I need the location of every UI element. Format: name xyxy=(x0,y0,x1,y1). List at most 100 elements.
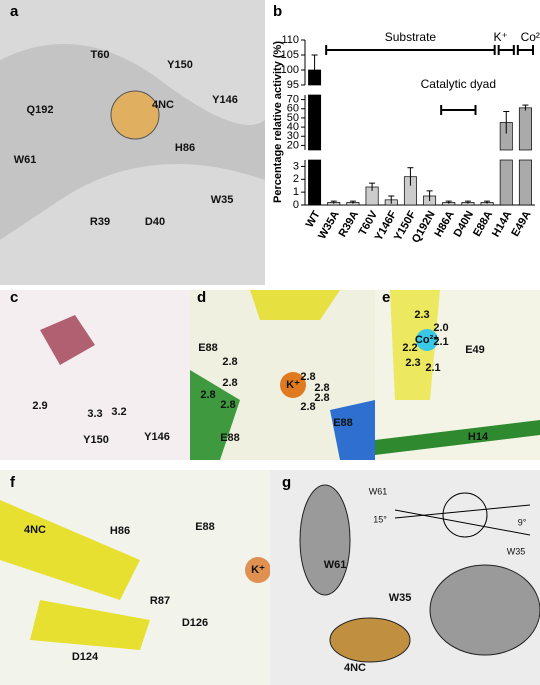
y-tick-label: 2 xyxy=(293,173,299,185)
residue-label: W35 xyxy=(389,592,412,604)
y-tick-label: 0 xyxy=(293,199,299,211)
residue-label: K⁺ xyxy=(251,564,265,576)
ion xyxy=(416,329,438,351)
bar xyxy=(518,107,532,151)
residue-label: W35 xyxy=(507,546,526,556)
residue-label: E88 xyxy=(198,342,218,354)
residue-label: Q192 xyxy=(27,104,54,116)
residue-label: Y146 xyxy=(212,94,238,106)
y-tick-label: 60 xyxy=(287,103,299,115)
residue-label: 4NC xyxy=(344,662,366,674)
residue-label: D124 xyxy=(72,651,99,663)
residue-label: 2.0 xyxy=(433,322,448,334)
residue-label: E88 xyxy=(220,432,240,444)
ribbon xyxy=(0,500,150,650)
bar xyxy=(518,159,532,206)
residue-label: R87 xyxy=(150,595,170,607)
density xyxy=(429,564,540,656)
panel-letter: c xyxy=(10,289,18,306)
residue-label: 4NC xyxy=(24,524,46,536)
annotation: Substrate xyxy=(385,30,437,44)
residue-label: 2.9 xyxy=(32,400,47,412)
residue-label: 2.3 xyxy=(414,309,429,321)
residue-label: D40 xyxy=(145,216,165,228)
ribbon xyxy=(0,44,265,240)
ion xyxy=(280,372,306,398)
residue-label: 2.8 xyxy=(300,401,315,413)
y-tick-label: 110 xyxy=(281,34,299,46)
residue-label: Co²⁺ xyxy=(415,334,439,346)
residue-label: W61 xyxy=(324,559,347,571)
residue-label: H14 xyxy=(468,431,489,443)
density xyxy=(329,617,411,663)
y-tick-label: 40 xyxy=(287,121,299,133)
bar xyxy=(499,159,513,206)
panel-letter: b xyxy=(273,3,282,20)
residue-label: R39 xyxy=(90,216,110,228)
residue-label: H86 xyxy=(110,525,130,537)
ligand xyxy=(110,90,160,140)
panel-c-bg xyxy=(0,290,190,460)
residue-label: 2.8 xyxy=(220,399,235,411)
residue-label: K⁺ xyxy=(286,379,300,391)
ion xyxy=(245,557,271,583)
residue-label: 2.8 xyxy=(300,371,315,383)
residue-label: Y150 xyxy=(83,434,109,446)
panel-letter: f xyxy=(10,474,16,491)
residue-label: 4NC xyxy=(152,99,174,111)
residue-label: W61 xyxy=(369,486,388,496)
y-tick-label: 100 xyxy=(281,64,299,76)
ribbon xyxy=(375,420,540,455)
residue-label: T60 xyxy=(91,49,110,61)
diagram-line xyxy=(394,504,531,519)
residue-label: H86 xyxy=(175,142,195,154)
residue-label: 15° xyxy=(373,514,387,524)
panel-letter: g xyxy=(282,474,291,491)
panel-letter: a xyxy=(10,3,19,20)
bar xyxy=(308,159,322,206)
residue-label: 3.2 xyxy=(111,406,126,418)
y-tick-label: 3 xyxy=(293,160,299,172)
residue-label: 2.8 xyxy=(314,382,329,394)
residue-label: 2.8 xyxy=(200,389,215,401)
y-tick-label: 1 xyxy=(293,186,299,198)
y-axis-label: Percentage relative activity (%) xyxy=(272,41,284,203)
annotation: Catalytic dyad xyxy=(421,77,496,91)
residue-label: 3.3 xyxy=(87,408,102,420)
residue-label: E88 xyxy=(195,521,215,533)
ribbon xyxy=(250,290,340,320)
panel-letter: d xyxy=(197,289,206,306)
ribbon xyxy=(390,290,440,400)
residue-label: W35 xyxy=(211,194,234,206)
ribbon xyxy=(190,370,240,460)
residue-label: 2.8 xyxy=(222,377,237,389)
annotation: Co²⁺ xyxy=(521,30,540,44)
residue-label: 2.3 xyxy=(405,357,420,369)
residue-label: Y146 xyxy=(144,431,170,443)
y-tick-label: 70 xyxy=(287,93,299,105)
residue-label: D126 xyxy=(182,617,208,629)
residue-label: Y150 xyxy=(167,59,193,71)
annotation: K⁺ xyxy=(493,30,507,44)
y-tick-label: 95 xyxy=(287,79,299,91)
panel-f-bg xyxy=(0,470,270,685)
y-tick-label: 50 xyxy=(287,112,299,124)
y-tick-label: 105 xyxy=(281,49,299,61)
residue-label: 2.1 xyxy=(425,362,440,374)
residue-label: 2.8 xyxy=(314,392,329,404)
panel-letter: e xyxy=(382,289,390,306)
ribbon xyxy=(330,400,375,460)
diagram-circle xyxy=(442,492,488,538)
residue-label: E49 xyxy=(465,344,485,356)
residue-label: 2.1 xyxy=(433,336,448,348)
bar xyxy=(308,94,322,151)
y-tick-label: 20 xyxy=(287,139,299,151)
diagram-line xyxy=(394,509,531,536)
residue-label: 9° xyxy=(518,517,527,527)
residue-label: 2.2 xyxy=(402,342,417,354)
ligand xyxy=(40,315,95,365)
density xyxy=(299,484,351,596)
residue-label: 2.8 xyxy=(222,356,237,368)
y-tick-label: 30 xyxy=(287,130,299,142)
